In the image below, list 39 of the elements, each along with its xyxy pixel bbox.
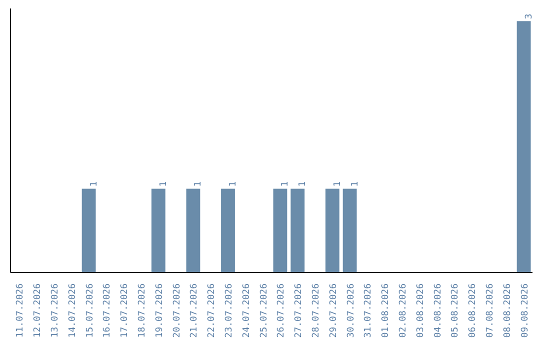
x-tick-label: 06.08.2026 bbox=[468, 283, 478, 338]
x-tick-label: 24.07.2026 bbox=[242, 283, 252, 338]
x-tick-label: 31.07.2026 bbox=[364, 283, 374, 338]
x-tick-label: 22.07.2026 bbox=[207, 283, 218, 338]
x-tick-label: 11.07.2026 bbox=[16, 283, 26, 338]
x-tick-label: 09.08.2026 bbox=[520, 283, 530, 338]
x-tick-label: 12.07.2026 bbox=[33, 283, 44, 338]
data-label: 1 bbox=[280, 181, 291, 187]
x-tick-label: 18.07.2026 bbox=[138, 283, 148, 338]
data-label: 1 bbox=[89, 181, 100, 187]
x-tick-label: 03.08.2026 bbox=[416, 283, 426, 338]
data-label: 1 bbox=[350, 181, 360, 187]
x-tick-label: 01.08.2026 bbox=[381, 283, 392, 338]
x-tick-label: 07.08.2026 bbox=[486, 283, 496, 338]
x-tick-label: 23.07.2026 bbox=[224, 283, 234, 338]
x-tick-label: 19.07.2026 bbox=[154, 283, 165, 338]
x-tick-label: 13.07.2026 bbox=[50, 283, 60, 338]
data-label: 1 bbox=[158, 181, 169, 187]
data-label: 1 bbox=[332, 181, 343, 187]
x-tick-label: 30.07.2026 bbox=[346, 283, 356, 338]
data-label: 1 bbox=[228, 181, 238, 187]
data-label: 3 bbox=[524, 14, 534, 20]
x-tick-label: 08.08.2026 bbox=[502, 283, 513, 338]
x-tick-label: 02.08.2026 bbox=[398, 283, 408, 338]
x-tick-label: 28.07.2026 bbox=[312, 283, 322, 338]
x-tick-label: 26.07.2026 bbox=[276, 283, 287, 338]
data-label: 1 bbox=[194, 181, 204, 187]
x-tick-label: 17.07.2026 bbox=[120, 283, 130, 338]
x-tick-label: 29.07.2026 bbox=[328, 283, 339, 338]
x-tick-label: 27.07.2026 bbox=[294, 283, 304, 338]
x-tick-label: 20.07.2026 bbox=[172, 283, 182, 338]
x-tick-label: 14.07.2026 bbox=[68, 283, 78, 338]
x-tick-label: 16.07.2026 bbox=[102, 283, 113, 338]
x-tick-label: 25.07.2026 bbox=[259, 283, 270, 338]
x-tick-label: 15.07.2026 bbox=[85, 283, 96, 338]
x-tick-label: 05.08.2026 bbox=[450, 283, 461, 338]
data-label: 1 bbox=[298, 181, 308, 187]
x-tick-label: 21.07.2026 bbox=[190, 283, 200, 338]
x-tick-label: 04.08.2026 bbox=[433, 283, 444, 338]
